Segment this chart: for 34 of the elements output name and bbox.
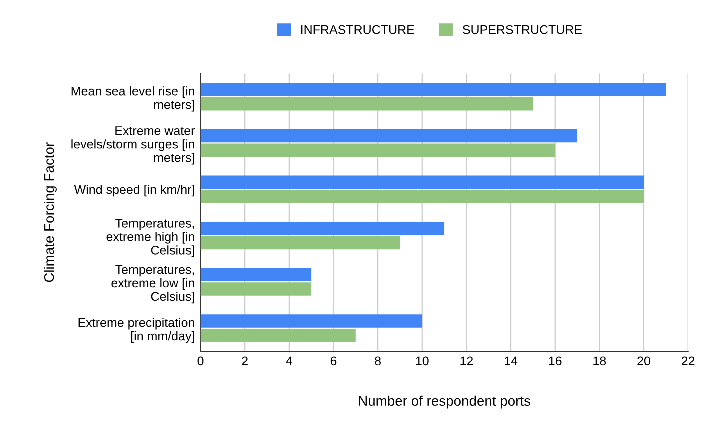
y-tick-label: Extreme precipitation [in mm/day]: [78, 318, 194, 344]
bar: [200, 176, 644, 189]
bar: [200, 268, 312, 282]
x-tick-label: 20: [638, 356, 650, 366]
bar: [200, 328, 356, 342]
x-tick-label: 18: [594, 356, 606, 366]
x-tick-label: 16: [549, 356, 562, 366]
x-axis-title: Number of respondent ports: [359, 396, 531, 409]
x-tick-label: 10: [416, 356, 429, 366]
bar: [200, 314, 422, 328]
legend-label: INFRASTRUCTURE: [301, 25, 414, 34]
y-axis-title: Climate Forcing Factor: [44, 142, 57, 282]
y-tick-label: Extreme water levels/storm surges [in meters]: [72, 126, 195, 165]
x-tick-label: 4: [286, 356, 293, 366]
bar: [200, 129, 578, 143]
bar: [200, 222, 445, 236]
y-tick-label: Temperatures, extreme high [in Celsius]: [106, 219, 194, 258]
x-tick-label: 6: [330, 356, 337, 366]
bar: [200, 144, 556, 157]
x-tick-label: 8: [375, 356, 381, 366]
x-tick-label: 14: [505, 356, 518, 366]
x-tick-label: 0: [198, 356, 204, 366]
x-tick-label: 2: [242, 356, 248, 366]
bar: [200, 282, 312, 296]
x-tick-label: 22: [682, 356, 695, 366]
bar: [200, 190, 644, 204]
y-tick-label: Temperatures, extreme low [in Celsius]: [112, 265, 194, 304]
y-tick-label: Wind speed [in km/hr]: [74, 184, 194, 197]
legend-label: SUPERSTRUCTURE: [462, 25, 582, 34]
x-tick-label: 12: [460, 356, 474, 366]
bar: [200, 83, 666, 96]
bar: [200, 236, 400, 250]
bar: [200, 98, 534, 111]
y-tick-label: Mean sea level rise [in meters]: [72, 86, 194, 112]
